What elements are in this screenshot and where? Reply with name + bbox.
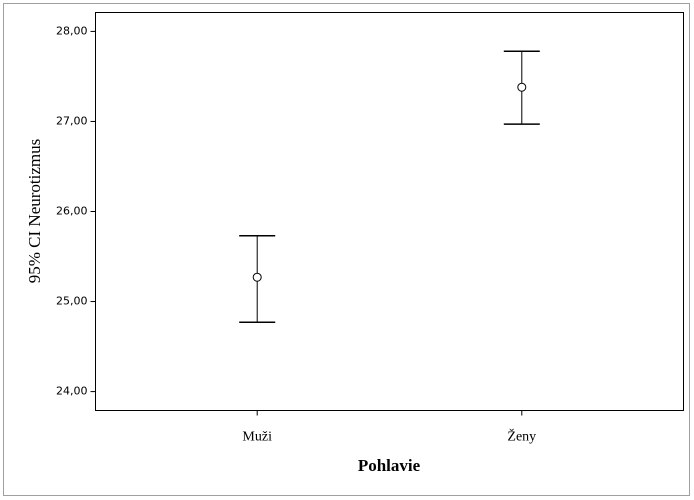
x-axis-label: Pohlavie: [358, 456, 421, 475]
y-tick-label: 28,00: [56, 24, 88, 37]
x-tick-label: Muži: [242, 430, 272, 445]
y-tick-label: 25,00: [56, 295, 88, 308]
plot-area: [95, 12, 684, 411]
y-axis-label: 95% CI Neurotizmus: [25, 139, 44, 283]
y-tick-label: 24,00: [56, 385, 88, 398]
y-tick-label: 26,00: [56, 205, 88, 218]
mean-marker: [252, 272, 262, 282]
x-tick-label: Ženy: [507, 428, 536, 445]
mean-marker: [517, 82, 527, 92]
y-tick-label: 27,00: [56, 114, 88, 127]
